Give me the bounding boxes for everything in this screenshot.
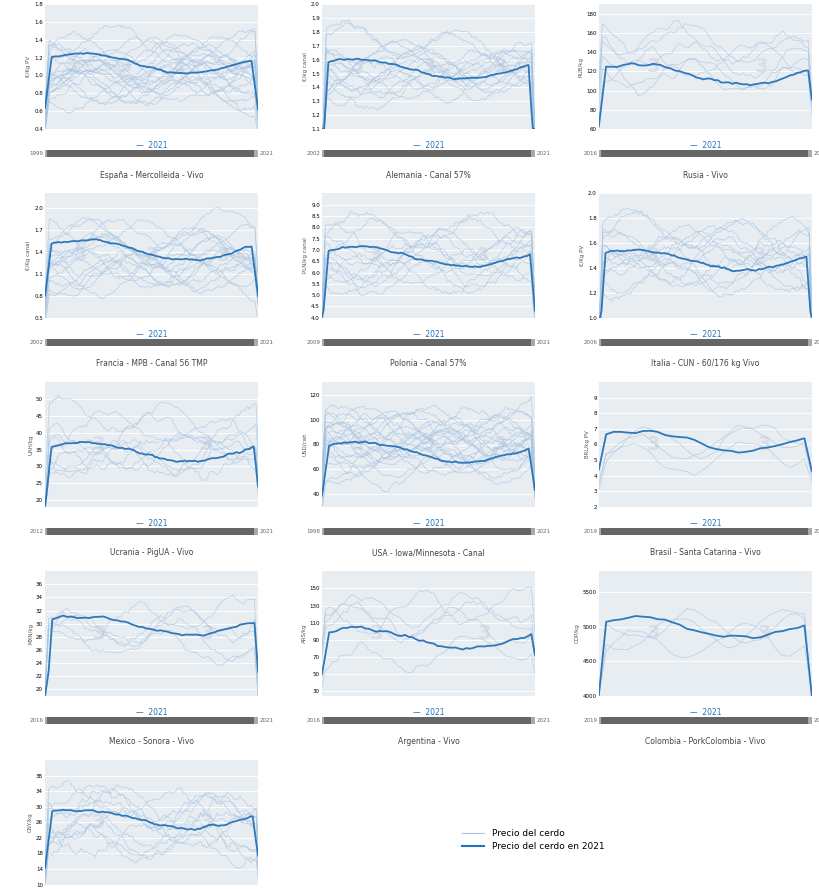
Text: Argentina - Vivo: Argentina - Vivo (397, 737, 459, 747)
Legend: Precio del cerdo, Precio del cerdo en 2021: Precio del cerdo, Precio del cerdo en 20… (458, 825, 607, 855)
Text: 2021: 2021 (812, 340, 819, 345)
Text: 2021: 2021 (536, 718, 550, 723)
Text: Alemania - Canal 57%: Alemania - Canal 57% (386, 171, 470, 180)
Text: 3: 3 (477, 624, 491, 643)
Text: 3: 3 (201, 624, 214, 643)
Text: 3: 3 (172, 57, 185, 76)
Text: 2002: 2002 (29, 340, 43, 345)
Text: 3: 3 (645, 57, 659, 76)
Text: 3: 3 (74, 246, 88, 265)
Text: 2016: 2016 (306, 718, 320, 723)
Text: 3: 3 (646, 435, 660, 454)
Text: 2019: 2019 (582, 718, 596, 723)
Text: 2006: 2006 (582, 340, 596, 345)
Text: 2021: 2021 (260, 151, 274, 156)
Text: 2021: 2021 (536, 151, 550, 156)
Text: 3: 3 (92, 813, 106, 832)
Y-axis label: ARS/kg: ARS/kg (301, 624, 306, 644)
Text: 3: 3 (369, 246, 382, 265)
Text: 3: 3 (216, 246, 230, 265)
Text: —  2021: — 2021 (689, 708, 720, 717)
Text: —  2021: — 2021 (136, 519, 167, 528)
Text: 2016: 2016 (29, 718, 43, 723)
Y-axis label: MXN/kg: MXN/kg (28, 623, 34, 644)
Y-axis label: UAH/kg: UAH/kg (28, 434, 34, 455)
Text: 2021: 2021 (536, 340, 550, 345)
Text: —  2021: — 2021 (689, 519, 720, 528)
Text: Colombia - PorkColombia - Vivo: Colombia - PorkColombia - Vivo (645, 737, 764, 747)
Text: 3: 3 (752, 246, 766, 265)
Y-axis label: €/Kg PV: €/Kg PV (26, 56, 31, 77)
Text: 1998: 1998 (306, 529, 320, 534)
Y-axis label: RUB/kg: RUB/kg (577, 57, 583, 76)
Text: 3: 3 (351, 435, 364, 454)
Text: —  2021: — 2021 (689, 141, 720, 150)
Text: 2019: 2019 (582, 529, 596, 534)
Text: 2021: 2021 (260, 529, 274, 534)
Y-axis label: €/Kg canal: €/Kg canal (26, 241, 31, 270)
Text: 1999: 1999 (29, 151, 43, 156)
Text: 2021: 2021 (812, 151, 819, 156)
Text: —  2021: — 2021 (412, 330, 444, 339)
Text: Brasil - Santa Catarina - Vivo: Brasil - Santa Catarina - Vivo (649, 549, 760, 557)
Text: 2021: 2021 (260, 340, 274, 345)
Text: 3: 3 (476, 246, 489, 265)
Text: 2002: 2002 (306, 151, 320, 156)
Text: 3: 3 (145, 246, 159, 265)
Text: 3: 3 (92, 435, 106, 454)
Text: 3: 3 (369, 624, 382, 643)
Text: Ucrania - PigUA - Vivo: Ucrania - PigUA - Vivo (110, 549, 193, 557)
Text: Italia - CUN - 60/176 kg Vivo: Italia - CUN - 60/176 kg Vivo (650, 359, 758, 368)
Text: 3: 3 (646, 624, 660, 643)
Text: 3: 3 (119, 57, 132, 76)
Text: —  2021: — 2021 (412, 708, 444, 717)
Y-axis label: BRL/kg PV: BRL/kg PV (585, 430, 590, 459)
Text: —  2021: — 2021 (412, 519, 444, 528)
Text: —  2021: — 2021 (136, 141, 167, 150)
Text: —  2021: — 2021 (689, 330, 720, 339)
Text: Rusia - Vivo: Rusia - Vivo (682, 171, 727, 180)
Text: 2009: 2009 (306, 340, 320, 345)
Text: —  2021: — 2021 (136, 708, 167, 717)
Text: 3: 3 (493, 435, 506, 454)
Text: 2021: 2021 (812, 718, 819, 723)
Text: —  2021: — 2021 (136, 330, 167, 339)
Text: 3: 3 (225, 57, 238, 76)
Text: 3: 3 (757, 435, 770, 454)
Y-axis label: €/kg canal: €/kg canal (303, 52, 308, 81)
Text: 3: 3 (199, 813, 213, 832)
Text: 3: 3 (422, 57, 435, 76)
Text: 3: 3 (65, 57, 79, 76)
Text: 3: 3 (351, 57, 364, 76)
Text: 2021: 2021 (812, 529, 819, 534)
Text: Polonia - Canal 57%: Polonia - Canal 57% (390, 359, 466, 368)
Text: 2021: 2021 (260, 718, 274, 723)
Text: 3: 3 (422, 435, 435, 454)
Text: 2021: 2021 (536, 529, 550, 534)
Text: 3: 3 (753, 57, 767, 76)
Text: Mexico - Sonora - Vivo: Mexico - Sonora - Vivo (109, 737, 194, 747)
Text: 3: 3 (645, 246, 658, 265)
Text: 3: 3 (93, 624, 106, 643)
Text: Francia - MPB - Canal 56 TMP: Francia - MPB - Canal 56 TMP (96, 359, 207, 368)
Text: 2012: 2012 (29, 529, 43, 534)
Text: 2016: 2016 (582, 151, 596, 156)
Y-axis label: COP/kg: COP/kg (574, 623, 579, 644)
Y-axis label: PLN/kg canal: PLN/kg canal (303, 237, 308, 274)
Text: 3: 3 (757, 624, 770, 643)
Text: USA - Iowa/Minnesota - Canal: USA - Iowa/Minnesota - Canal (372, 549, 484, 557)
Text: 3: 3 (493, 57, 506, 76)
Y-axis label: CNY/kg: CNY/kg (28, 813, 34, 832)
Text: 3: 3 (200, 435, 213, 454)
Text: —  2021: — 2021 (412, 141, 444, 150)
Y-axis label: €/Kg PV: €/Kg PV (580, 245, 585, 266)
Text: España - Mercolleida - Vivo: España - Mercolleida - Vivo (100, 171, 203, 180)
Y-axis label: USD/cwt: USD/cwt (301, 433, 306, 456)
